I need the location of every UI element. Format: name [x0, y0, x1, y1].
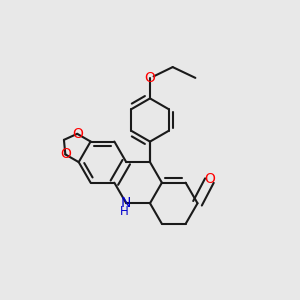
Text: O: O [204, 172, 215, 186]
Text: O: O [60, 147, 71, 161]
Text: N: N [121, 196, 131, 210]
Text: H: H [120, 205, 129, 218]
Text: O: O [145, 71, 155, 85]
Text: O: O [72, 127, 83, 141]
